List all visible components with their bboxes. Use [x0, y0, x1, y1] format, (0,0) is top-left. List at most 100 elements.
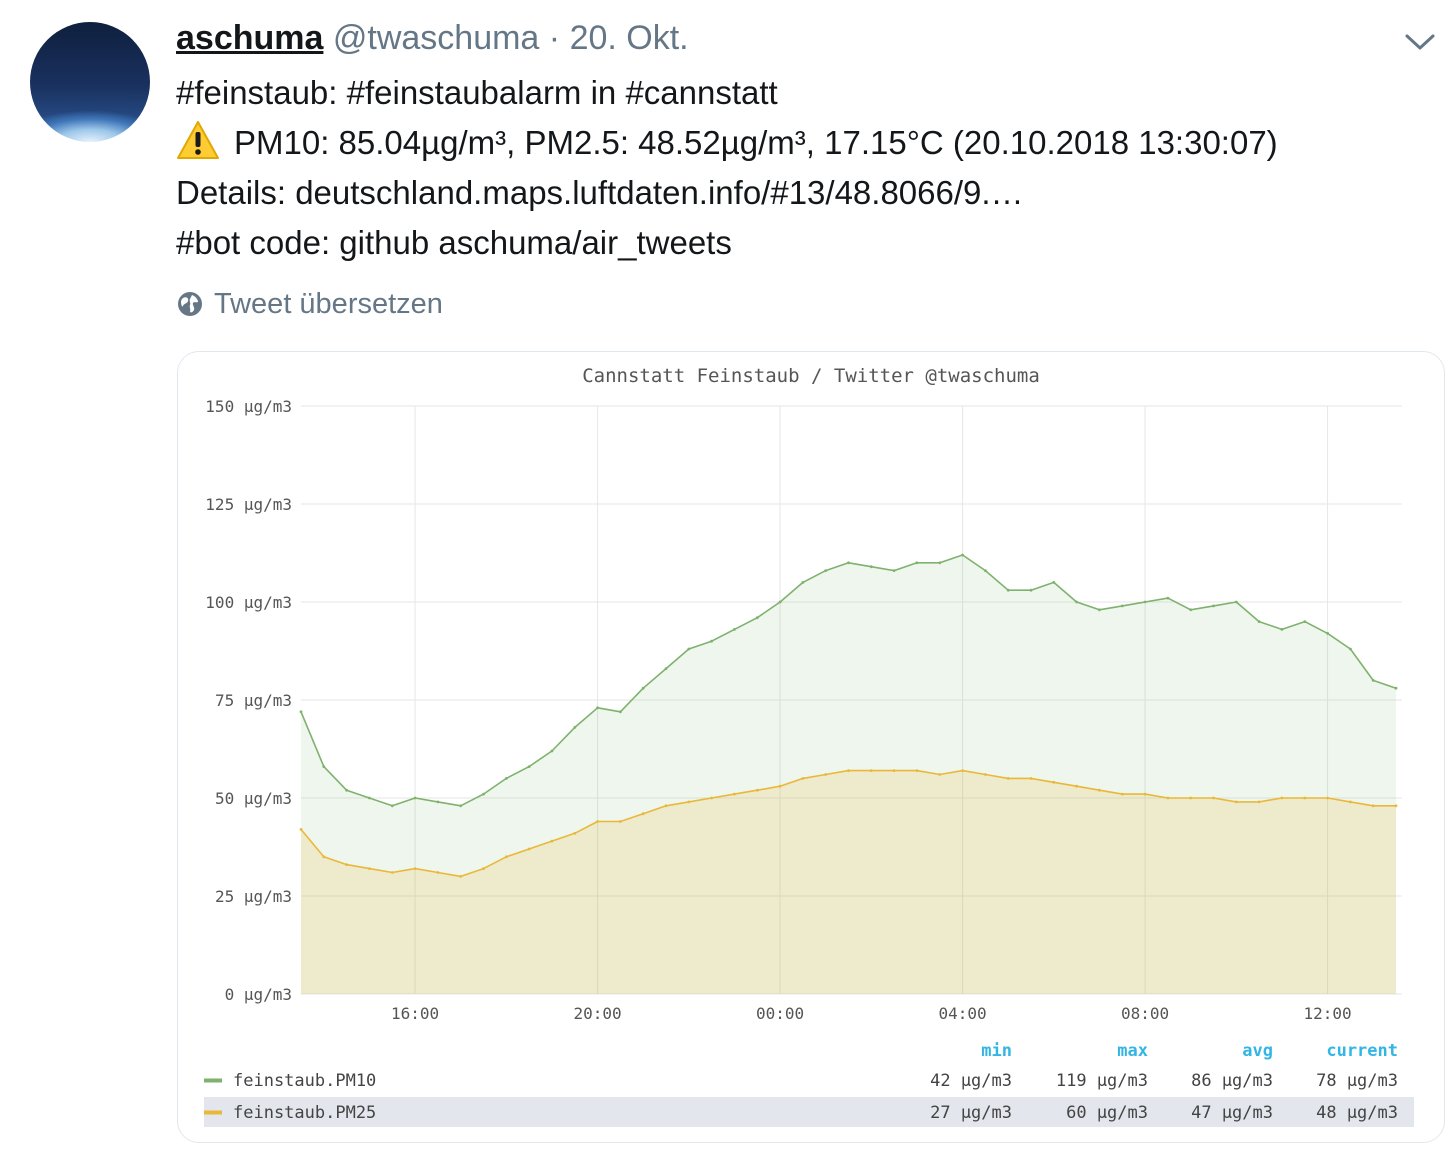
data-point — [1120, 604, 1124, 608]
data-point — [459, 804, 463, 808]
data-point — [1052, 581, 1056, 584]
tweet-line: #bot code: github aschuma/air_tweets — [176, 224, 732, 261]
data-point — [1371, 804, 1375, 808]
data-point — [1075, 600, 1078, 604]
data-point — [1280, 796, 1284, 800]
tweet-line: PM10: 85.04µg/m³, PM2.5: 48.52µg/m³, 17.… — [234, 124, 1278, 161]
y-tick-label: 25 µg/m3 — [215, 887, 292, 906]
data-point — [1029, 777, 1033, 780]
data-point — [1098, 608, 1101, 612]
legend-swatch — [204, 1078, 222, 1083]
data-point — [436, 800, 440, 804]
legend-column-header: max — [1117, 1041, 1148, 1061]
data-point — [596, 820, 599, 823]
data-point — [1006, 777, 1010, 780]
translate-tweet-button[interactable]: Tweet übersetzen — [176, 286, 443, 322]
data-point — [641, 686, 645, 690]
data-point — [687, 800, 691, 804]
globe-icon — [178, 292, 202, 316]
legend-column-header: current — [1326, 1041, 1398, 1061]
data-point — [664, 804, 668, 808]
data-point — [1349, 647, 1352, 651]
chart-card[interactable]: Cannstatt Feinstaub / Twitter @twaschuma… — [177, 351, 1445, 1143]
data-point — [915, 769, 919, 772]
data-point — [573, 726, 577, 729]
data-point — [641, 812, 645, 816]
data-point — [1143, 792, 1147, 796]
data-point — [299, 710, 303, 714]
x-tick-label: 20:00 — [573, 1004, 621, 1023]
tweet-text: #feinstaub: #feinstaubalarm in #cannstat… — [176, 68, 1278, 268]
data-point — [778, 784, 782, 788]
data-point — [755, 788, 759, 792]
display-name[interactable]: aschuma — [176, 19, 324, 57]
legend-series-name[interactable]: feinstaub.PM25 — [233, 1103, 376, 1123]
data-point — [482, 867, 485, 870]
series-areas — [301, 555, 1396, 994]
data-point — [619, 820, 622, 823]
y-tick-label: 0 µg/m3 — [225, 985, 292, 1004]
data-point — [847, 561, 850, 565]
legend-stat-value: 27 µg/m3 — [930, 1103, 1012, 1123]
data-point — [1303, 796, 1307, 800]
chart-title: Cannstatt Feinstaub / Twitter @twaschuma — [582, 365, 1040, 387]
y-tick-label: 150 µg/m3 — [205, 397, 292, 416]
data-point — [596, 706, 599, 710]
data-point — [368, 867, 371, 870]
translate-label: Tweet übersetzen — [214, 288, 443, 320]
data-point — [1303, 620, 1307, 623]
data-point — [847, 769, 850, 772]
data-point — [961, 553, 964, 557]
data-point — [619, 710, 622, 714]
handle[interactable]: @twaschuma — [332, 19, 540, 57]
data-point — [1371, 679, 1375, 682]
data-point — [869, 565, 873, 569]
y-axis-labels: 0 µg/m3 25 µg/m3 50 µg/m3 75 µg/m3 100 µg/m3… — [205, 397, 292, 1004]
tweet-line-link[interactable]: Details: deutschland.maps.luftdaten.info… — [176, 174, 1024, 211]
data-point — [984, 773, 987, 776]
data-point — [1120, 792, 1124, 796]
data-point — [961, 769, 964, 772]
data-point — [527, 847, 531, 851]
data-point — [390, 871, 394, 874]
data-point — [755, 616, 759, 620]
data-point — [482, 792, 485, 796]
legend: min max avg current feinstaub.PM10 42 µg/m3 11… — [204, 1041, 1414, 1127]
data-point — [892, 569, 896, 572]
legend-stat-value: 60 µg/m3 — [1066, 1103, 1148, 1123]
data-point — [299, 828, 303, 831]
data-point — [869, 769, 873, 772]
legend-stat-value: 48 µg/m3 — [1316, 1103, 1398, 1123]
data-point — [550, 749, 554, 753]
data-point — [413, 796, 417, 800]
data-point — [1212, 604, 1215, 608]
data-point — [413, 867, 417, 870]
legend-stat-value: 119 µg/m3 — [1056, 1071, 1148, 1091]
legend-column-header: avg — [1242, 1041, 1273, 1061]
data-point — [824, 773, 828, 776]
y-tick-label: 75 µg/m3 — [215, 691, 292, 710]
chevron-down-icon[interactable] — [1404, 30, 1436, 54]
data-point — [504, 855, 508, 859]
series-area — [301, 770, 1396, 994]
legend-series-name[interactable]: feinstaub.PM10 — [233, 1071, 376, 1091]
data-point — [938, 561, 942, 565]
data-point — [1394, 686, 1398, 690]
data-point — [459, 875, 463, 878]
data-point — [527, 765, 531, 768]
x-tick-label: 08:00 — [1121, 1004, 1169, 1023]
avatar[interactable] — [30, 22, 150, 142]
tweet-date[interactable]: 20. Okt. — [569, 19, 689, 57]
data-point — [1006, 588, 1010, 592]
chart-svg: Cannstatt Feinstaub / Twitter @twaschuma… — [204, 365, 1414, 1127]
data-point — [801, 581, 805, 584]
data-point — [322, 855, 326, 859]
data-point — [1280, 628, 1284, 631]
series-area — [301, 555, 1396, 994]
data-point — [1234, 800, 1238, 804]
data-point — [687, 647, 691, 651]
x-tick-label: 12:00 — [1303, 1004, 1351, 1023]
separator: · — [548, 19, 561, 57]
data-point — [1326, 796, 1329, 800]
tweet-line: #feinstaub: #feinstaubalarm in #cannstat… — [176, 74, 778, 111]
